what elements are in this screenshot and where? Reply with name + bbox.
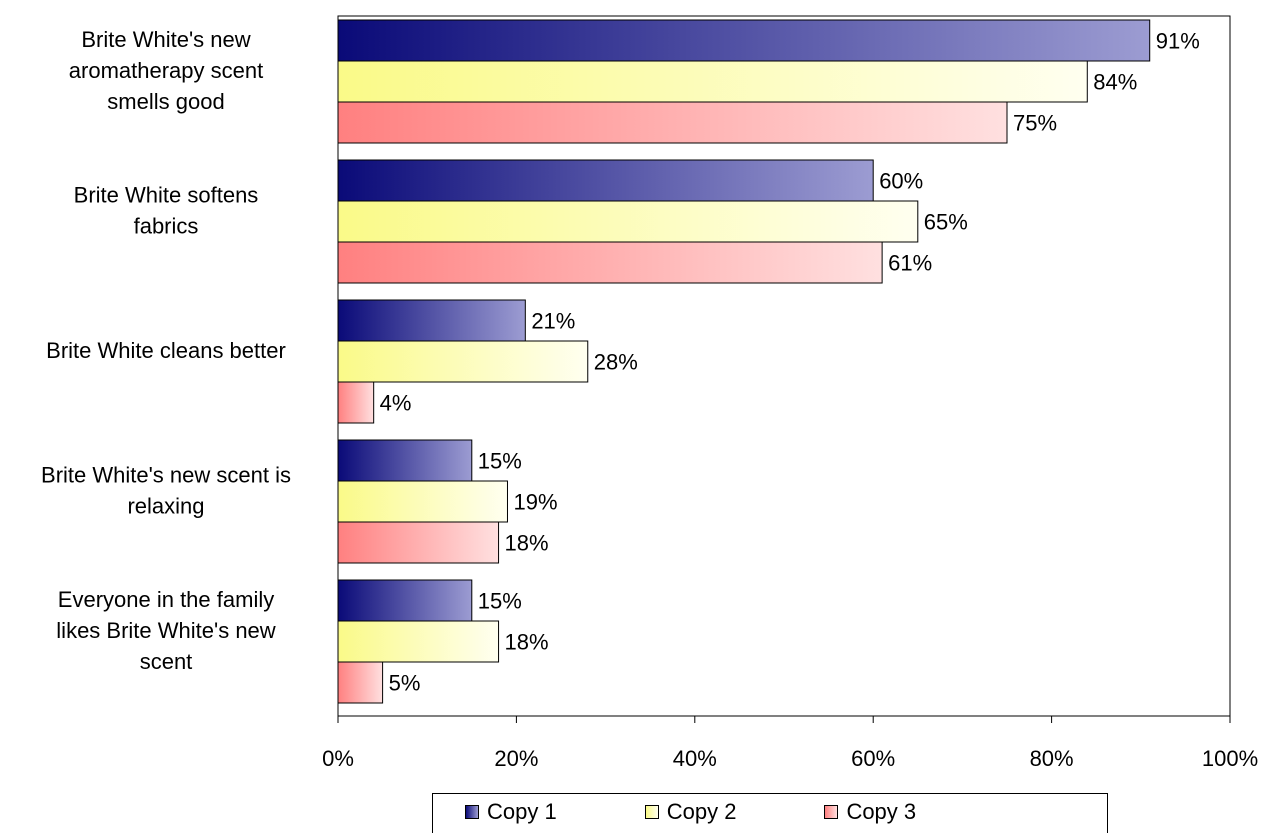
bar-chart: 91% 84% 75% Brite White's new aromatherapy s… — [41, 15, 1258, 771]
bar-2-1 — [337, 60, 1088, 103]
data-label-2-4: 19% — [513, 490, 557, 515]
x-tick-label-6: 100% — [1202, 746, 1258, 771]
data-label-2-5: 18% — [505, 630, 549, 655]
legend-label-copy-2: Copy 2 — [666, 799, 737, 824]
bars-layer — [337, 19, 1151, 704]
category-label-2: Brite White softens fabrics — [74, 183, 259, 239]
category-label-3: Brite White cleans better — [46, 338, 286, 363]
bar-2-5 — [337, 620, 500, 663]
bar-1-4 — [337, 439, 473, 482]
data-label-1-1: 91% — [1156, 29, 1200, 54]
labels-layer: 91% 84% 75% Brite White's new aromatherapy s… — [41, 27, 1258, 771]
legend-label-copy-3: Copy 3 — [846, 799, 917, 824]
x-tick-label-3: 40% — [673, 746, 717, 771]
legend-label-copy-1: Copy 1 — [487, 799, 557, 824]
bar-2-2 — [337, 200, 919, 243]
data-label-1-3: 21% — [531, 309, 575, 334]
bar-1-5 — [337, 579, 473, 622]
data-label-3-2: 61% — [888, 251, 932, 276]
legend-swatch-copy-1 — [465, 805, 479, 819]
legend-item-copy-2: Copy 2 — [644, 794, 737, 830]
legend-item-copy-1: Copy 1 — [465, 794, 557, 830]
legend-swatch-copy-3 — [824, 805, 839, 819]
bar-3-3 — [337, 381, 375, 424]
x-tick-label-1: 0% — [322, 746, 354, 771]
data-label-1-4: 15% — [478, 449, 522, 474]
category-label-1: Brite White's new aromatherapy scent smell… — [69, 27, 263, 114]
plot-area — [337, 15, 1231, 717]
category-label-5: Everyone in the family likes Brite White'… — [56, 587, 275, 674]
bar-3-2 — [337, 241, 883, 284]
data-label-3-3: 4% — [380, 391, 412, 416]
data-label-2-1: 84% — [1093, 70, 1137, 95]
category-label-4: Brite White's new scent is relaxing — [41, 463, 291, 519]
data-label-1-5: 15% — [478, 589, 522, 614]
data-label-3-1: 75% — [1013, 111, 1057, 136]
axes-layer — [337, 15, 1231, 723]
bar-3-1 — [337, 101, 1008, 144]
data-label-3-5: 5% — [389, 671, 421, 696]
bar-2-4 — [337, 480, 508, 523]
bar-3-5 — [337, 661, 384, 704]
data-label-3-4: 18% — [505, 531, 549, 556]
x-tick-label-5: 80% — [1030, 746, 1074, 771]
bar-3-4 — [337, 521, 500, 564]
legend: Copy 1 Copy 2 Copy 3 — [432, 793, 1108, 833]
data-label-1-2: 60% — [879, 169, 923, 194]
x-tick-label-2: 20% — [494, 746, 538, 771]
bar-1-1 — [337, 19, 1151, 62]
data-label-2-3: 28% — [594, 350, 638, 375]
bar-1-2 — [337, 159, 874, 202]
data-label-2-2: 65% — [924, 210, 968, 235]
x-tick-label-4: 60% — [851, 746, 895, 771]
legend-item-copy-3: Copy 3 — [824, 794, 916, 830]
bar-2-3 — [337, 340, 589, 383]
legend-swatch-copy-2 — [644, 805, 659, 819]
bar-1-3 — [337, 299, 526, 342]
